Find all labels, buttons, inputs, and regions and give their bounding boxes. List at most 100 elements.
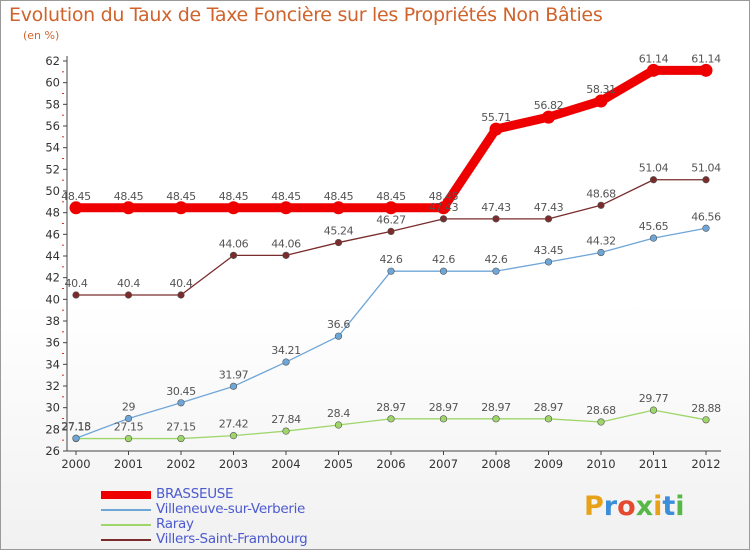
- legend-swatch: [101, 539, 151, 541]
- data-label: 27.15: [114, 421, 144, 434]
- data-point: [69, 201, 83, 215]
- x-tick-label: 2002: [166, 457, 195, 471]
- y-tick-label: 40: [45, 292, 60, 306]
- data-point: [649, 176, 658, 184]
- y-tick-label: 44: [45, 249, 60, 263]
- data-label: 51.04: [691, 162, 721, 175]
- data-point: [334, 421, 343, 429]
- x-tick-label: 2006: [376, 457, 405, 471]
- data-label: 28.97: [429, 401, 459, 414]
- data-label: 42.6: [485, 253, 508, 266]
- y-tick-label: 36: [45, 336, 60, 350]
- y-tick-label: 26: [45, 444, 60, 458]
- data-point: [124, 291, 133, 299]
- data-point: [594, 94, 608, 108]
- data-label: 44.06: [271, 237, 301, 250]
- y-tick-label: 38: [45, 314, 60, 328]
- legend-swatch: [101, 491, 151, 499]
- data-label: 27.42: [219, 418, 249, 431]
- data-label: 28.97: [481, 401, 511, 414]
- y-tick-label: 58: [45, 97, 60, 111]
- data-label: 51.04: [639, 162, 669, 175]
- data-label: 30.45: [166, 385, 196, 398]
- data-label: 40.4: [65, 277, 88, 290]
- legend-label: Raray: [156, 516, 194, 532]
- data-label: 61.14: [691, 52, 721, 65]
- data-label: 48.45: [429, 190, 459, 203]
- data-label: 48.45: [219, 190, 249, 203]
- data-label: 28.4: [327, 407, 350, 420]
- x-tick-label: 2009: [534, 457, 563, 471]
- data-label: 48.45: [166, 190, 196, 203]
- data-label: 47.43: [429, 201, 459, 214]
- data-point: [439, 415, 448, 423]
- legend-item: Villeneuve-sur-Verberie: [101, 501, 361, 517]
- data-label: 40.4: [117, 277, 140, 290]
- y-tick-label: 42: [45, 271, 60, 285]
- legend-item: Raray: [101, 516, 361, 532]
- data-point: [542, 110, 555, 124]
- data-point: [649, 234, 658, 242]
- data-point: [229, 432, 238, 440]
- x-tick-label: 2005: [324, 457, 353, 471]
- y-tick-label: 54: [45, 141, 60, 155]
- data-label: 27.18: [61, 420, 91, 433]
- x-tick-label: 2008: [481, 457, 510, 471]
- y-tick-label: 56: [45, 119, 60, 133]
- data-point: [124, 434, 133, 443]
- data-point: [492, 415, 500, 423]
- legend-label: Villeneuve-sur-Verberie: [156, 501, 306, 517]
- data-label: 46.56: [691, 210, 721, 223]
- chart-title: Evolution du Taux de Taxe Foncière sur l…: [9, 4, 603, 26]
- data-point: [597, 201, 605, 209]
- y-tick-label: 34: [45, 357, 60, 371]
- data-label: 28.88: [691, 402, 721, 415]
- unit-label: (en %): [23, 29, 60, 42]
- y-tick-label: 60: [45, 76, 60, 90]
- data-label: 45.24: [324, 225, 354, 238]
- data-label: 61.14: [639, 52, 669, 65]
- data-point: [699, 63, 713, 77]
- logo-letter: P: [584, 491, 604, 522]
- y-tick-label: 28: [45, 422, 60, 436]
- data-label: 48.68: [586, 187, 616, 200]
- data-point: [174, 201, 188, 215]
- logo-letter: x: [635, 491, 654, 522]
- data-label: 28.97: [534, 401, 564, 414]
- x-tick-label: 2007: [429, 457, 458, 471]
- data-point: [334, 238, 343, 247]
- data-point: [334, 332, 343, 340]
- data-point: [597, 248, 605, 257]
- y-tick-label: 30: [45, 401, 60, 415]
- chart-legend: BRASSEUSE Villeneuve-sur-Verberie Raray Vil…: [101, 486, 361, 547]
- data-point: [124, 414, 133, 423]
- data-point: [437, 201, 450, 215]
- data-label: 48.45: [376, 190, 406, 203]
- logo-letter: o: [617, 491, 636, 522]
- data-point: [72, 291, 80, 299]
- data-point: [544, 415, 553, 423]
- data-point: [122, 201, 135, 215]
- data-point: [649, 406, 658, 414]
- data-label: 58.31: [586, 83, 616, 96]
- y-tick-label: 48: [45, 206, 60, 220]
- data-label: 40.4: [170, 277, 193, 290]
- data-label: 55.71: [481, 111, 511, 124]
- legend-label: Villers-Saint-Frambourg: [156, 531, 308, 547]
- data-point: [177, 399, 185, 407]
- data-label: 34.21: [271, 344, 301, 357]
- legend-label: BRASSEUSE: [156, 486, 234, 502]
- x-tick-label: 2004: [271, 457, 300, 471]
- data-point: [597, 418, 605, 426]
- x-tick-label: 2012: [691, 457, 720, 471]
- data-point: [229, 251, 238, 259]
- y-tick-label: 52: [45, 162, 60, 176]
- data-label: 47.43: [481, 201, 511, 214]
- data-point: [227, 201, 240, 215]
- data-point: [439, 267, 448, 275]
- data-label: 46.27: [376, 213, 406, 226]
- data-point: [387, 415, 395, 423]
- data-point: [72, 434, 80, 442]
